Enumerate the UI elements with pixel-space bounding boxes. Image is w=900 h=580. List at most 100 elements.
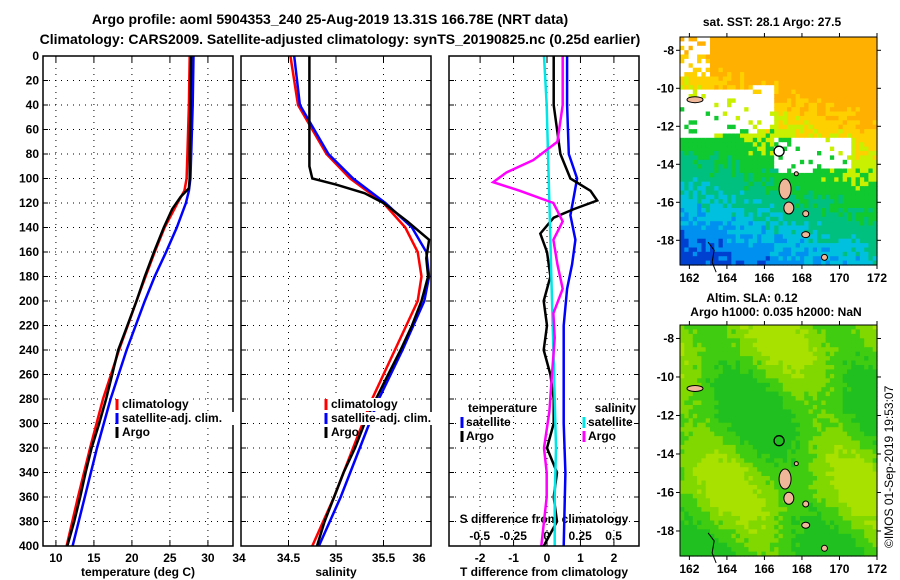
map-cell [740, 422, 745, 428]
map-cell [795, 142, 801, 148]
map-cell [697, 520, 702, 526]
map-cell [825, 129, 831, 135]
map-cell [727, 365, 732, 370]
map-cell [748, 365, 754, 370]
map-cell [825, 115, 831, 121]
map-cell [838, 111, 844, 117]
map-cell [740, 151, 745, 156]
map-cell [688, 453, 694, 459]
map-cell [812, 391, 818, 397]
map-cell [718, 251, 724, 257]
map-cell [808, 524, 814, 530]
map-cell [710, 453, 715, 459]
map-cell [727, 338, 732, 344]
map-cell [799, 480, 805, 486]
map-cell [714, 172, 720, 178]
map-cell [735, 111, 741, 117]
map-cell [684, 347, 690, 353]
x2-tick-label: 0 [543, 529, 550, 543]
map-cell [795, 146, 801, 152]
map-cell [697, 54, 702, 60]
map-cell [680, 216, 685, 222]
map-cell [697, 431, 702, 437]
map-cell [817, 72, 822, 78]
map-cell [735, 107, 741, 113]
map-cell [757, 67, 762, 73]
map-cell [714, 251, 720, 257]
map-cell [714, 208, 720, 213]
map-cell [722, 159, 728, 165]
map-cell [774, 225, 780, 231]
map-cell [684, 476, 690, 481]
map-cell [838, 467, 844, 473]
map-cell [744, 194, 750, 200]
map-cell [829, 80, 835, 86]
map-cell [851, 458, 857, 464]
map-cell [829, 111, 835, 117]
map-cell [757, 190, 762, 196]
map-cell [847, 146, 852, 152]
map-cell [825, 50, 831, 56]
map-cell [740, 181, 745, 187]
map-cell [705, 453, 711, 459]
map-cell [765, 124, 771, 130]
map-cell [761, 405, 767, 410]
map-cell [774, 351, 780, 357]
map-cell [740, 137, 745, 143]
map-cell [727, 102, 732, 108]
map-cell [817, 476, 822, 481]
map-cell [838, 520, 844, 526]
map-cell [791, 524, 797, 530]
map-raster [680, 325, 878, 557]
map-cell [718, 551, 724, 557]
map-cell [752, 489, 758, 495]
lat-tick-label: -10 [657, 81, 675, 95]
map-cell [851, 251, 857, 257]
map-cell [834, 502, 840, 508]
map-cell [782, 54, 788, 60]
map-cell [859, 431, 865, 437]
map-cell [774, 168, 780, 174]
map-cell [714, 520, 720, 526]
map-cell [847, 50, 852, 56]
map-cell [744, 58, 750, 64]
map-cell [744, 342, 750, 348]
map-cell [761, 507, 767, 513]
map-cell [718, 391, 724, 397]
map-cell [855, 382, 861, 388]
map-cell [744, 471, 750, 477]
map-cell [757, 360, 762, 366]
map-cell [851, 137, 857, 143]
map-cell [688, 538, 694, 544]
map-cell [705, 194, 711, 200]
map-cell [714, 129, 720, 135]
map-cell [825, 85, 831, 91]
map-cell [872, 45, 878, 51]
map-cell [705, 431, 711, 437]
map-cell [765, 85, 771, 91]
map-cell [714, 186, 720, 192]
map-cell [829, 199, 835, 205]
map-cell [684, 325, 690, 330]
map-cell [842, 489, 848, 495]
map-cell [795, 476, 801, 481]
map-cell [748, 449, 754, 455]
map-cell [692, 431, 698, 437]
map-cell [855, 94, 861, 99]
map-cell [842, 208, 848, 213]
map-cell [859, 347, 865, 353]
map-cell [680, 351, 685, 357]
map-cell [791, 458, 797, 464]
map-cell [701, 498, 707, 504]
map-cell [701, 146, 707, 152]
map-cell [692, 256, 698, 262]
map-cell [847, 164, 852, 170]
map-cell [701, 45, 707, 51]
map-cell [697, 212, 702, 218]
map-cell [752, 115, 758, 121]
map-cell [705, 203, 711, 209]
map-cell [710, 498, 715, 504]
map-cell [804, 542, 810, 548]
map-cell [740, 471, 745, 477]
map-cell [804, 507, 810, 513]
